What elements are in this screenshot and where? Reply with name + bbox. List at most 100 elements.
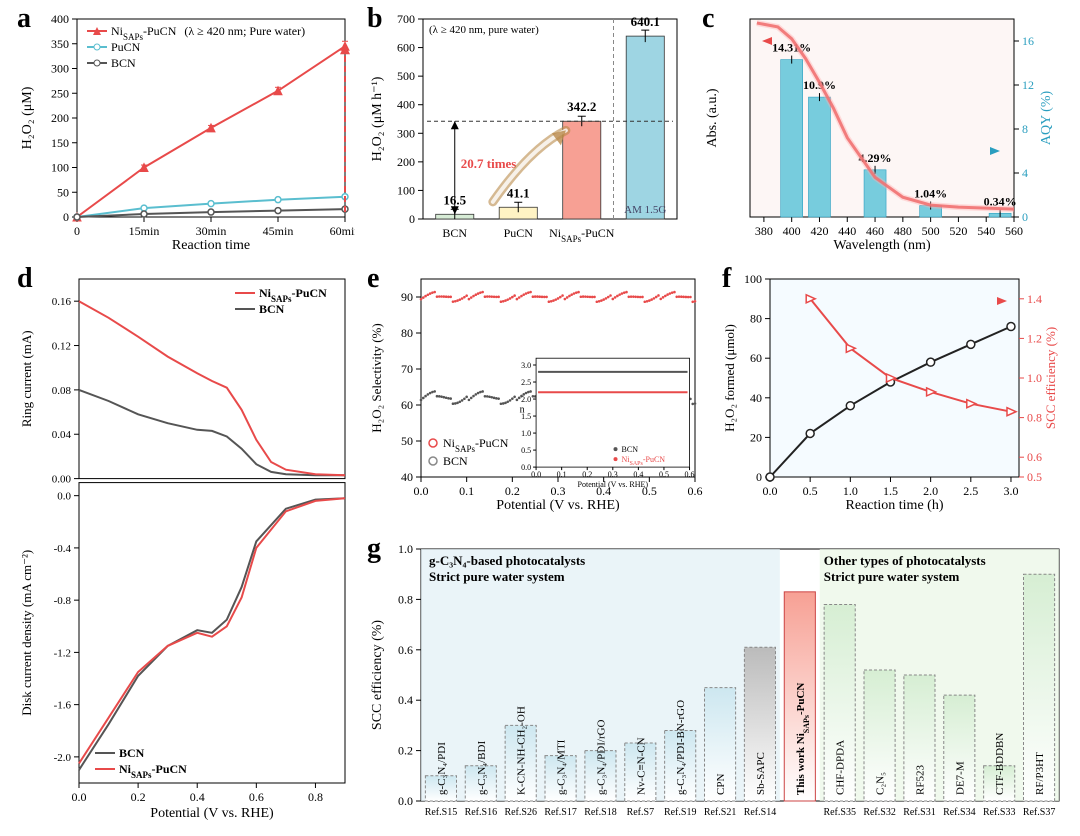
svg-text:0.2: 0.2	[582, 470, 592, 479]
svg-text:0.6: 0.6	[1027, 450, 1042, 464]
svg-text:K-CN-NH-CH₂-OH: K-CN-NH-CH₂-OH	[516, 706, 528, 795]
svg-text:Disk current density (mA cm⁻²): Disk current density (mA cm⁻²)	[19, 550, 34, 716]
svg-text:Ref.S14: Ref.S14	[744, 807, 777, 818]
svg-text:30min: 30min	[196, 224, 227, 238]
svg-text:Ref.S34: Ref.S34	[943, 807, 976, 818]
svg-text:Abs. (a.u.): Abs. (a.u.)	[705, 88, 720, 147]
svg-text:0.00: 0.00	[52, 474, 72, 486]
svg-text:BCN: BCN	[111, 56, 136, 70]
svg-text:Ref.S35: Ref.S35	[823, 807, 856, 818]
svg-text:480: 480	[894, 224, 912, 238]
svg-text:Ref.S32: Ref.S32	[863, 807, 896, 818]
svg-text:520: 520	[949, 224, 967, 238]
svg-text:0: 0	[74, 224, 80, 238]
svg-text:41.1: 41.1	[507, 185, 530, 200]
svg-text:Ring current (mA): Ring current (mA)	[19, 330, 34, 427]
svg-text:1.2: 1.2	[1027, 331, 1042, 345]
panel-c-abs-aqy: 380400420440460480500520540560048121614.…	[700, 5, 1060, 255]
svg-text:BCN: BCN	[443, 454, 468, 468]
svg-text:40: 40	[750, 391, 762, 405]
svg-text:Wavelength (nm): Wavelength (nm)	[833, 238, 931, 253]
svg-text:400: 400	[397, 98, 415, 112]
svg-text:50: 50	[57, 185, 69, 199]
svg-text:0.3: 0.3	[551, 484, 566, 498]
svg-text:342.2: 342.2	[567, 99, 596, 114]
svg-text:g-C₃N₄/MTI: g-C₃N₄/MTI	[556, 739, 568, 795]
svg-text:Nv-C≡N-CN: Nv-C≡N-CN	[635, 737, 647, 795]
svg-text:Strict pure water system: Strict pure water system	[824, 569, 960, 584]
panel-e-selectivity: 0.00.10.20.30.40.50.6405060708090NiSAPs-…	[365, 265, 705, 515]
svg-text:Potential (V vs. RHE): Potential (V vs. RHE)	[578, 480, 649, 489]
svg-text:CPN: CPN	[715, 774, 727, 795]
svg-text:16: 16	[1022, 34, 1034, 48]
svg-text:40: 40	[401, 470, 413, 484]
svg-text:420: 420	[810, 224, 828, 238]
svg-text:380: 380	[755, 224, 773, 238]
svg-text:400: 400	[783, 224, 801, 238]
svg-text:0.4: 0.4	[633, 470, 643, 479]
svg-text:90: 90	[401, 290, 413, 304]
svg-text:0.8: 0.8	[398, 592, 413, 606]
svg-text:1.4: 1.4	[1027, 292, 1042, 306]
svg-text:Ref.S18: Ref.S18	[584, 807, 617, 818]
svg-text:0.0: 0.0	[531, 470, 541, 479]
svg-text:150: 150	[51, 136, 69, 150]
svg-text:-1.2: -1.2	[54, 647, 71, 659]
svg-text:2.5: 2.5	[963, 484, 978, 498]
svg-text:RF/P3HT: RF/P3HT	[1034, 752, 1046, 795]
svg-text:Ref.S33: Ref.S33	[983, 807, 1016, 818]
svg-text:1.0: 1.0	[1027, 371, 1042, 385]
svg-text:20.7 times: 20.7 times	[461, 156, 517, 171]
svg-text:200: 200	[397, 155, 415, 169]
svg-text:Reaction time (h): Reaction time (h)	[846, 498, 944, 513]
svg-text:0.2: 0.2	[398, 744, 413, 758]
svg-text:DE7-M: DE7-M	[954, 761, 966, 795]
svg-text:SCC efficiency (%): SCC efficiency (%)	[370, 620, 385, 730]
svg-text:g-C₃N₄/PDI: g-C₃N₄/PDI	[436, 742, 448, 795]
svg-text:AQY (%): AQY (%)	[1039, 91, 1054, 146]
svg-text:0.6: 0.6	[688, 484, 703, 498]
svg-text:-0.8: -0.8	[54, 595, 72, 607]
svg-text:0.1: 0.1	[459, 484, 474, 498]
svg-text:0.3: 0.3	[608, 470, 618, 479]
svg-text:g-C₃N₄/PDI/rGO: g-C₃N₄/PDI/rGO	[595, 719, 607, 795]
svg-text:CHF-DPDA: CHF-DPDA	[835, 740, 847, 795]
svg-text:60: 60	[401, 398, 413, 412]
svg-text:400: 400	[51, 12, 69, 26]
svg-text:0.8: 0.8	[1027, 411, 1042, 425]
svg-text:0.0: 0.0	[72, 790, 87, 804]
svg-text:1.0: 1.0	[521, 429, 531, 438]
svg-text:4: 4	[1022, 166, 1028, 180]
svg-text:C₂N₅: C₂N₅	[875, 772, 887, 795]
svg-text:Sb-SAPC: Sb-SAPC	[755, 752, 767, 795]
svg-text:BCN: BCN	[259, 302, 285, 316]
svg-text:-1.6: -1.6	[54, 700, 72, 712]
svg-text:BCN: BCN	[622, 445, 639, 454]
svg-text:Ref.S19: Ref.S19	[664, 807, 697, 818]
svg-text:1.04%: 1.04%	[914, 187, 947, 201]
svg-text:350: 350	[51, 37, 69, 51]
svg-text:Ref.S16: Ref.S16	[465, 807, 498, 818]
svg-text:0.5: 0.5	[659, 470, 669, 479]
svg-text:500: 500	[397, 69, 415, 83]
svg-text:440: 440	[838, 224, 856, 238]
svg-text:0.6: 0.6	[398, 643, 413, 657]
svg-text:460: 460	[866, 224, 884, 238]
svg-text:0.4: 0.4	[398, 693, 413, 707]
svg-text:BCN: BCN	[119, 746, 145, 760]
svg-text:0: 0	[756, 470, 762, 484]
svg-text:0.8: 0.8	[308, 790, 323, 804]
svg-text:100: 100	[51, 161, 69, 175]
svg-text:Ref.S26: Ref.S26	[504, 807, 537, 818]
svg-text:Potential (V vs. RHE): Potential (V vs. RHE)	[496, 498, 620, 513]
svg-text:560: 560	[1005, 224, 1023, 238]
svg-text:100: 100	[397, 183, 415, 197]
svg-text:60min: 60min	[330, 224, 355, 238]
svg-text:300: 300	[397, 126, 415, 140]
svg-text:70: 70	[401, 362, 413, 376]
svg-text:600: 600	[397, 41, 415, 55]
svg-text:640.1: 640.1	[631, 14, 660, 29]
svg-text:2.0: 2.0	[923, 484, 938, 498]
svg-text:540: 540	[977, 224, 995, 238]
svg-text:0.6: 0.6	[249, 790, 264, 804]
